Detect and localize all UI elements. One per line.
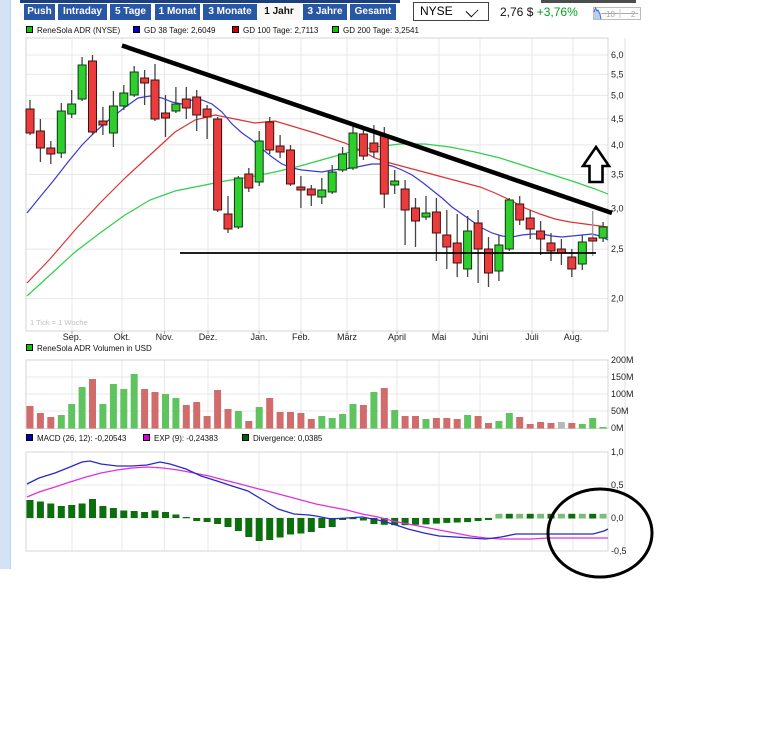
svg-text:Divergence: 0,0385: Divergence: 0,0385 — [253, 434, 323, 443]
svg-text:150M: 150M — [611, 372, 634, 382]
svg-text:GD 200 Tage: 3,2541: GD 200 Tage: 3,2541 — [343, 26, 419, 35]
svg-text:EXP (9): -0,24383: EXP (9): -0,24383 — [154, 434, 218, 443]
svg-text:ReneSola ADR (NYSE): ReneSola ADR (NYSE) — [37, 26, 120, 35]
svg-text:100M: 100M — [611, 389, 634, 399]
svg-text:Dez.: Dez. — [199, 332, 218, 342]
svg-text:Juli: Juli — [525, 332, 539, 342]
svg-text:4,5: 4,5 — [611, 114, 624, 124]
svg-text:1 Tick = 1 Woche: 1 Tick = 1 Woche — [30, 318, 88, 327]
svg-text:1,0: 1,0 — [611, 447, 624, 457]
svg-text:April: April — [388, 332, 406, 342]
svg-text:Jan.: Jan. — [250, 332, 267, 342]
svg-text:2: 2 — [631, 10, 636, 19]
svg-text:GD 100 Tage: 2,7113: GD 100 Tage: 2,7113 — [243, 26, 319, 35]
svg-text:10: 10 — [606, 10, 615, 19]
svg-text:3,0: 3,0 — [611, 204, 624, 214]
svg-text:0,5: 0,5 — [611, 480, 624, 490]
svg-text:6,0: 6,0 — [611, 50, 624, 60]
svg-text:Feb.: Feb. — [292, 332, 310, 342]
svg-text:2,0: 2,0 — [611, 294, 624, 304]
svg-text:Juni: Juni — [472, 332, 489, 342]
svg-text:Mai: Mai — [432, 332, 447, 342]
svg-text:3,5: 3,5 — [611, 170, 624, 180]
svg-text:Aug.: Aug. — [564, 332, 583, 342]
svg-text:März: März — [337, 332, 357, 342]
svg-text:5,5: 5,5 — [611, 69, 624, 79]
svg-text:0M: 0M — [611, 423, 624, 433]
svg-text:5,0: 5,0 — [611, 90, 624, 100]
svg-text:4,0: 4,0 — [611, 140, 624, 150]
svg-text:ReneSola ADR Volumen in USD: ReneSola ADR Volumen in USD — [37, 344, 152, 353]
svg-text:Sep.: Sep. — [63, 332, 82, 342]
svg-text:MACD (26, 12): -0,20543: MACD (26, 12): -0,20543 — [37, 434, 127, 443]
svg-text:2,5: 2,5 — [611, 244, 624, 254]
svg-text:50M: 50M — [611, 406, 629, 416]
svg-text:Okt.: Okt. — [114, 332, 131, 342]
svg-text:200M: 200M — [611, 355, 634, 365]
svg-text:-0,5: -0,5 — [611, 546, 627, 556]
svg-text:Nov.: Nov. — [156, 332, 174, 342]
svg-text:0,0: 0,0 — [611, 513, 624, 523]
svg-text:GD 38 Tage: 2,6049: GD 38 Tage: 2,6049 — [144, 26, 216, 35]
